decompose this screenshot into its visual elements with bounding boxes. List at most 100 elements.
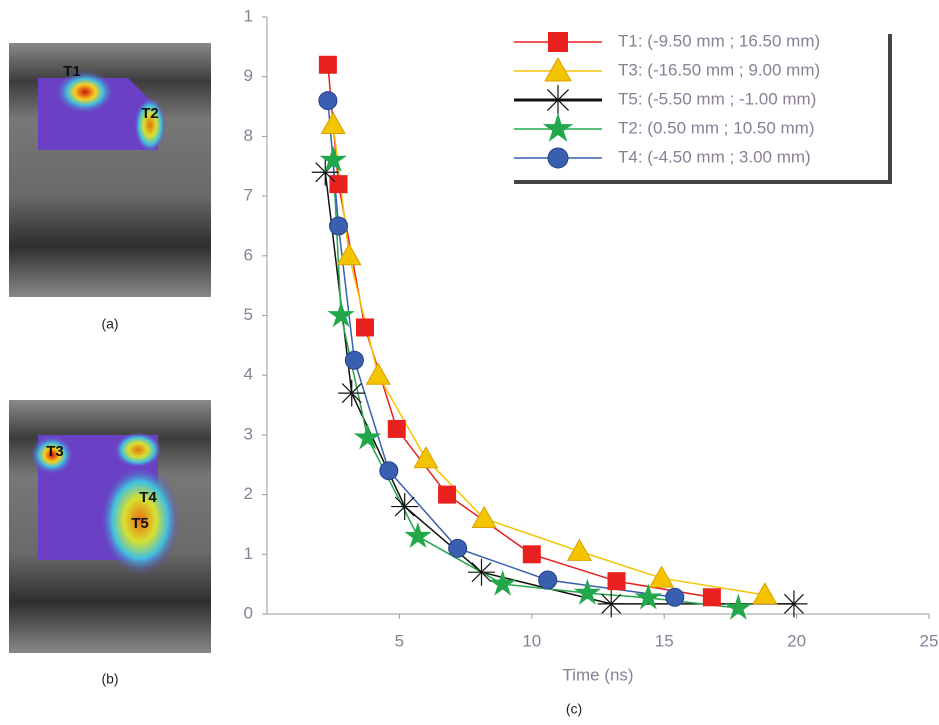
legend-label: T4: (-4.50 mm ; 3.00 mm) — [618, 147, 811, 166]
marker-shape — [724, 593, 752, 620]
y-tick-label: 9 — [244, 66, 253, 85]
marker — [489, 569, 517, 596]
marker — [404, 522, 432, 548]
y-tick-label: 5 — [244, 305, 253, 324]
marker — [724, 593, 752, 620]
legend-box — [510, 30, 888, 180]
marker-shape — [320, 111, 346, 134]
marker-shape — [634, 583, 662, 610]
y-tick-label: 3 — [244, 424, 253, 443]
marker — [338, 379, 366, 407]
marker — [355, 318, 374, 337]
marker-shape — [783, 593, 804, 614]
marker — [471, 505, 497, 528]
panel-label: (b) — [101, 671, 118, 687]
marker-shape — [448, 538, 468, 558]
marker — [597, 590, 625, 618]
marker-shape — [438, 485, 457, 504]
series-line — [324, 172, 794, 605]
marker-shape — [353, 423, 382, 450]
marker-shape — [522, 545, 541, 564]
y-tick-label: 8 — [244, 126, 253, 145]
marker-shape — [355, 318, 374, 337]
marker-shape — [318, 91, 338, 111]
x-tick-label: 20 — [787, 631, 806, 650]
legend-label: T2: (0.50 mm ; 10.50 mm) — [618, 118, 815, 137]
panel-label: (a) — [101, 316, 118, 332]
marker — [319, 145, 347, 172]
marker-shape — [379, 461, 399, 481]
marker — [413, 446, 439, 469]
marker-shape — [489, 569, 517, 596]
marker-shape — [404, 522, 432, 548]
marker-shape — [318, 55, 337, 74]
marker — [780, 590, 808, 618]
legend-label: T1: (-9.50 mm ; 16.50 mm) — [618, 31, 820, 50]
marker-shape — [413, 446, 439, 469]
marker — [353, 423, 382, 450]
marker-shape — [542, 113, 574, 142]
marker-shape — [336, 243, 362, 266]
image-a: T1 T2 — [9, 43, 211, 297]
marker-shape — [547, 147, 569, 169]
annotation: T1 — [63, 63, 81, 80]
annotation: T4 — [139, 489, 157, 506]
marker — [752, 582, 778, 605]
y-tick-label: 7 — [244, 186, 253, 205]
y-tick-label: 1 — [244, 544, 253, 563]
y-tick-label: 4 — [244, 365, 253, 384]
legend-label: T3: (-16.50 mm ; 9.00 mm) — [618, 60, 820, 79]
legend-label: T5: (-5.50 mm ; -1.00 mm) — [618, 89, 816, 108]
annotation: T5 — [131, 515, 149, 532]
marker — [438, 485, 457, 504]
marker — [607, 572, 626, 591]
marker — [634, 583, 662, 610]
marker — [648, 565, 675, 588]
marker — [543, 85, 573, 115]
marker — [391, 493, 419, 521]
x-tick-label: 5 — [395, 631, 404, 650]
marker — [329, 175, 348, 194]
marker — [448, 538, 468, 558]
marker — [387, 419, 406, 438]
marker-shape — [752, 582, 778, 605]
marker — [320, 111, 346, 134]
marker — [318, 91, 338, 111]
marker — [365, 362, 391, 385]
y-tick-label: 0 — [244, 603, 253, 622]
marker-shape — [607, 572, 626, 591]
marker — [522, 545, 541, 564]
marker — [548, 32, 568, 52]
series-line — [332, 160, 739, 609]
marker-shape — [365, 362, 391, 385]
marker — [467, 558, 495, 586]
marker-shape — [341, 383, 362, 404]
marker — [542, 113, 574, 142]
marker — [327, 301, 355, 328]
annotation: T3 — [46, 443, 64, 460]
marker — [318, 55, 337, 74]
panel-label: (c) — [566, 701, 582, 717]
annotation: T2 — [141, 105, 159, 122]
marker — [547, 147, 569, 169]
marker — [544, 56, 572, 82]
marker-shape — [566, 538, 593, 561]
marker — [573, 578, 602, 605]
marker — [702, 588, 721, 607]
marker — [379, 461, 399, 481]
marker-shape — [471, 505, 497, 528]
image-b: T3 T4 T5 — [9, 400, 211, 653]
marker — [344, 350, 364, 370]
marker-shape — [327, 301, 355, 328]
marker-shape — [394, 496, 415, 517]
marker — [336, 243, 362, 266]
marker-shape — [344, 350, 364, 370]
marker-shape — [328, 216, 348, 236]
series-line — [332, 124, 765, 596]
marker-shape — [546, 88, 570, 112]
x-tick-label: 15 — [655, 631, 674, 650]
marker-shape — [702, 588, 721, 607]
marker — [538, 570, 558, 590]
marker-shape — [648, 565, 675, 588]
